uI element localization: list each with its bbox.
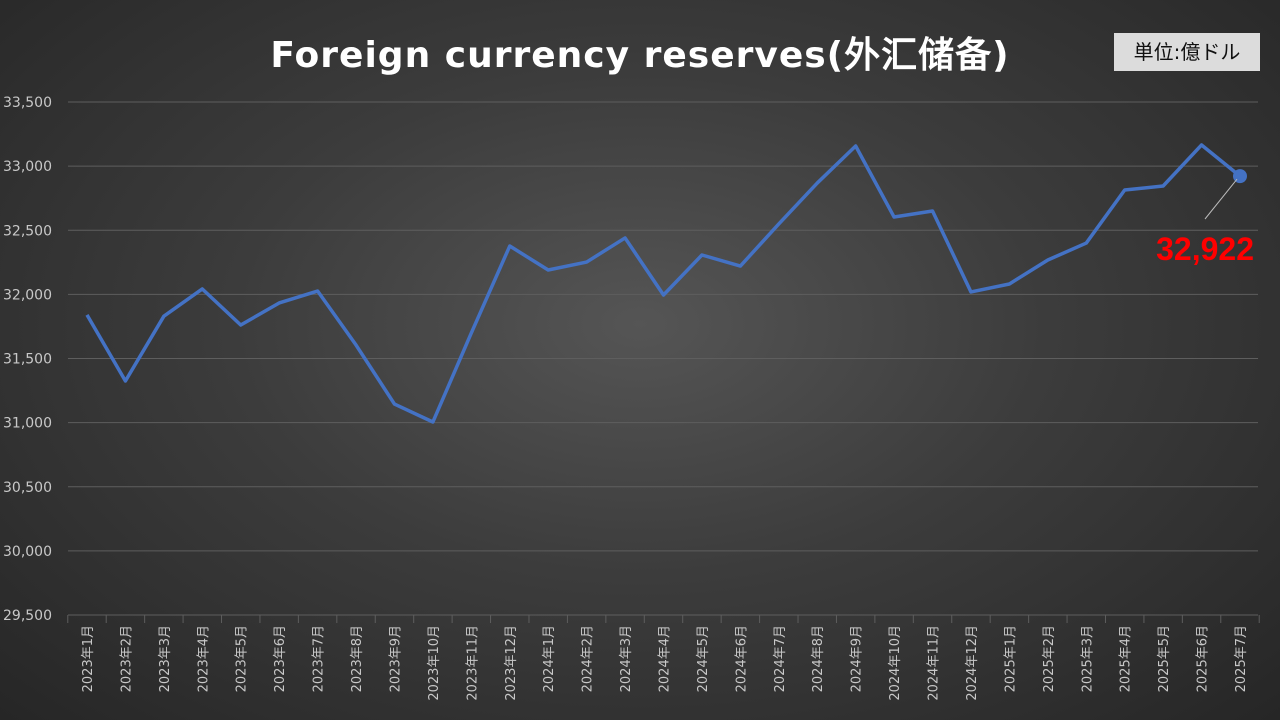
- x-tick-label: 2025年1月: [1003, 625, 1018, 692]
- x-tick-label: 2024年4月: [658, 625, 673, 692]
- x-tick-label: 2024年2月: [581, 625, 596, 692]
- x-tick-label: 2025年2月: [1042, 625, 1057, 692]
- x-tick-label: 2023年8月: [350, 625, 365, 692]
- y-tick-label: 30,000: [3, 544, 52, 560]
- x-tick-label: 2023年7月: [312, 625, 327, 692]
- y-tick-label: 31,000: [3, 416, 52, 432]
- x-tick-label: 2025年5月: [1157, 625, 1172, 692]
- y-tick-label: 32,500: [3, 223, 52, 239]
- x-tick-label: 2024年10月: [888, 625, 903, 701]
- x-tick-label: 2023年2月: [119, 625, 134, 692]
- x-tick-label: 2023年3月: [158, 625, 173, 692]
- x-tick-label: 2025年7月: [1234, 625, 1249, 692]
- last-value-label: 32,922: [1156, 231, 1254, 267]
- y-tick-label: 31,500: [3, 352, 52, 368]
- x-tick-label: 2023年10月: [427, 625, 442, 701]
- x-tick-label: 2023年5月: [235, 625, 250, 692]
- x-tick-label: 2025年6月: [1196, 625, 1211, 692]
- x-tick-label: 2023年4月: [196, 625, 211, 692]
- x-tick-label: 2025年3月: [1080, 625, 1095, 692]
- x-tick-label: 2023年9月: [388, 625, 403, 692]
- x-tick-label: 2024年3月: [619, 625, 634, 692]
- x-tick-label: 2023年6月: [273, 625, 288, 692]
- x-tick-label: 2024年5月: [696, 625, 711, 692]
- x-tick-label: 2024年9月: [850, 625, 865, 692]
- series-line: [85, 143, 1242, 424]
- y-tick-label: 30,500: [3, 480, 52, 496]
- x-tick-label: 2023年12月: [504, 625, 519, 701]
- unit-label: 単位:億ドル: [1114, 33, 1260, 71]
- y-tick-label: 29,500: [3, 608, 52, 624]
- x-tick-label: 2024年6月: [734, 625, 749, 692]
- chart-title: Foreign currency reserves(外汇储备): [270, 35, 1010, 76]
- x-tick-label: 2024年12月: [965, 625, 980, 701]
- x-tick-label: 2023年11月: [465, 625, 480, 701]
- y-tick-label: 33,000: [3, 159, 52, 175]
- x-tick-label: 2024年8月: [811, 625, 826, 692]
- x-tick-label: 2024年7月: [773, 625, 788, 692]
- y-tick-label: 33,500: [3, 95, 52, 111]
- x-tick-label: 2024年11月: [927, 625, 942, 701]
- x-tick-label: 2025年4月: [1119, 625, 1134, 692]
- leader-line: [1204, 178, 1238, 220]
- x-tick-label: 2023年1月: [81, 625, 96, 692]
- x-tick-label: 2024年1月: [542, 625, 557, 692]
- y-tick-label: 32,000: [3, 287, 52, 303]
